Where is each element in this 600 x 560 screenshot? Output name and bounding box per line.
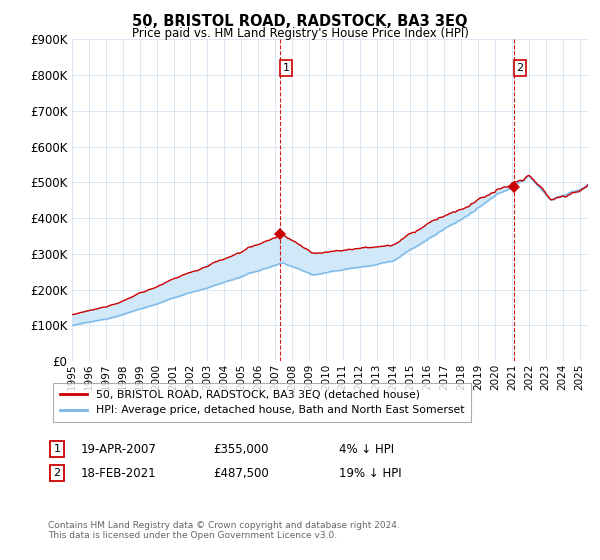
Text: 1: 1 <box>283 63 290 73</box>
Text: 2: 2 <box>53 468 61 478</box>
Legend: 50, BRISTOL ROAD, RADSTOCK, BA3 3EQ (detached house), HPI: Average price, detach: 50, BRISTOL ROAD, RADSTOCK, BA3 3EQ (det… <box>53 384 470 422</box>
Text: 19% ↓ HPI: 19% ↓ HPI <box>339 466 401 480</box>
Text: Contains HM Land Registry data © Crown copyright and database right 2024.
This d: Contains HM Land Registry data © Crown c… <box>48 521 400 540</box>
Text: Price paid vs. HM Land Registry's House Price Index (HPI): Price paid vs. HM Land Registry's House … <box>131 27 469 40</box>
Text: 1: 1 <box>53 444 61 454</box>
Text: £487,500: £487,500 <box>213 466 269 480</box>
Text: 50, BRISTOL ROAD, RADSTOCK, BA3 3EQ: 50, BRISTOL ROAD, RADSTOCK, BA3 3EQ <box>132 14 468 29</box>
Text: 18-FEB-2021: 18-FEB-2021 <box>81 466 157 480</box>
Text: 19-APR-2007: 19-APR-2007 <box>81 442 157 456</box>
Text: 4% ↓ HPI: 4% ↓ HPI <box>339 442 394 456</box>
Text: £355,000: £355,000 <box>213 442 269 456</box>
Text: 2: 2 <box>517 63 524 73</box>
